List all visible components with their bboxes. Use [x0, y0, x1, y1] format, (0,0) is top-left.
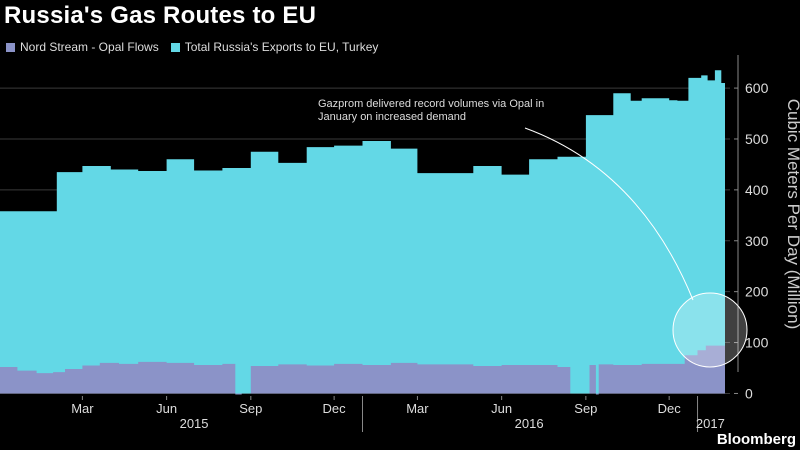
source-label: Bloomberg	[716, 431, 796, 448]
chart-title: Russia's Gas Routes to EU	[4, 2, 317, 29]
legend-item-total-exports: Total Russia's Exports to EU, Turkey	[170, 40, 379, 54]
y-tick-label-0: 0	[745, 385, 753, 401]
annotation-pointer	[524, 127, 694, 301]
y-tick-label-400: 400	[745, 182, 769, 198]
series-area-nord-stream	[0, 345, 725, 395]
legend-label-nord-stream: Nord Stream - Opal Flows	[20, 40, 159, 54]
x-tick-label-jun-5: Jun	[491, 401, 512, 416]
x-tick-label-sep-6: Sep	[574, 401, 597, 416]
year-label-2015: 2015	[180, 416, 209, 431]
legend-label-total-exports: Total Russia's Exports to EU, Turkey	[184, 40, 379, 54]
y-tick-label-600: 600	[745, 80, 769, 96]
x-tick-label-mar-0: Mar	[71, 401, 94, 416]
year-label-2017: 2017	[696, 416, 725, 431]
series-area-total-exports	[0, 70, 725, 394]
x-tick-label-sep-2: Sep	[239, 401, 262, 416]
x-tick-label-dec-7: Dec	[658, 401, 682, 416]
y-axis-label: Cubic Meters Per Day (Million)	[784, 98, 800, 330]
annotation-highlight-circle	[672, 292, 748, 368]
legend-swatch-nord-stream	[6, 42, 15, 52]
legend: Nord Stream - Opal Flows Total Russia's …	[6, 40, 378, 54]
x-tick-label-jun-1: Jun	[156, 401, 177, 416]
legend-swatch-total-exports	[170, 42, 180, 52]
legend-item-nord-stream: Nord Stream - Opal Flows	[6, 40, 159, 54]
x-tick-label-dec-3: Dec	[323, 401, 347, 416]
chart-annotation: Gazprom delivered record volumes via Opa…	[318, 98, 545, 123]
y-tick-label-200: 200	[745, 284, 769, 300]
y-tick-label-100: 100	[745, 335, 769, 351]
x-tick-label-mar-4: Mar	[406, 401, 429, 416]
y-tick-label-300: 300	[745, 233, 769, 249]
y-tick-label-500: 500	[745, 131, 769, 147]
year-label-2016: 2016	[515, 416, 544, 431]
